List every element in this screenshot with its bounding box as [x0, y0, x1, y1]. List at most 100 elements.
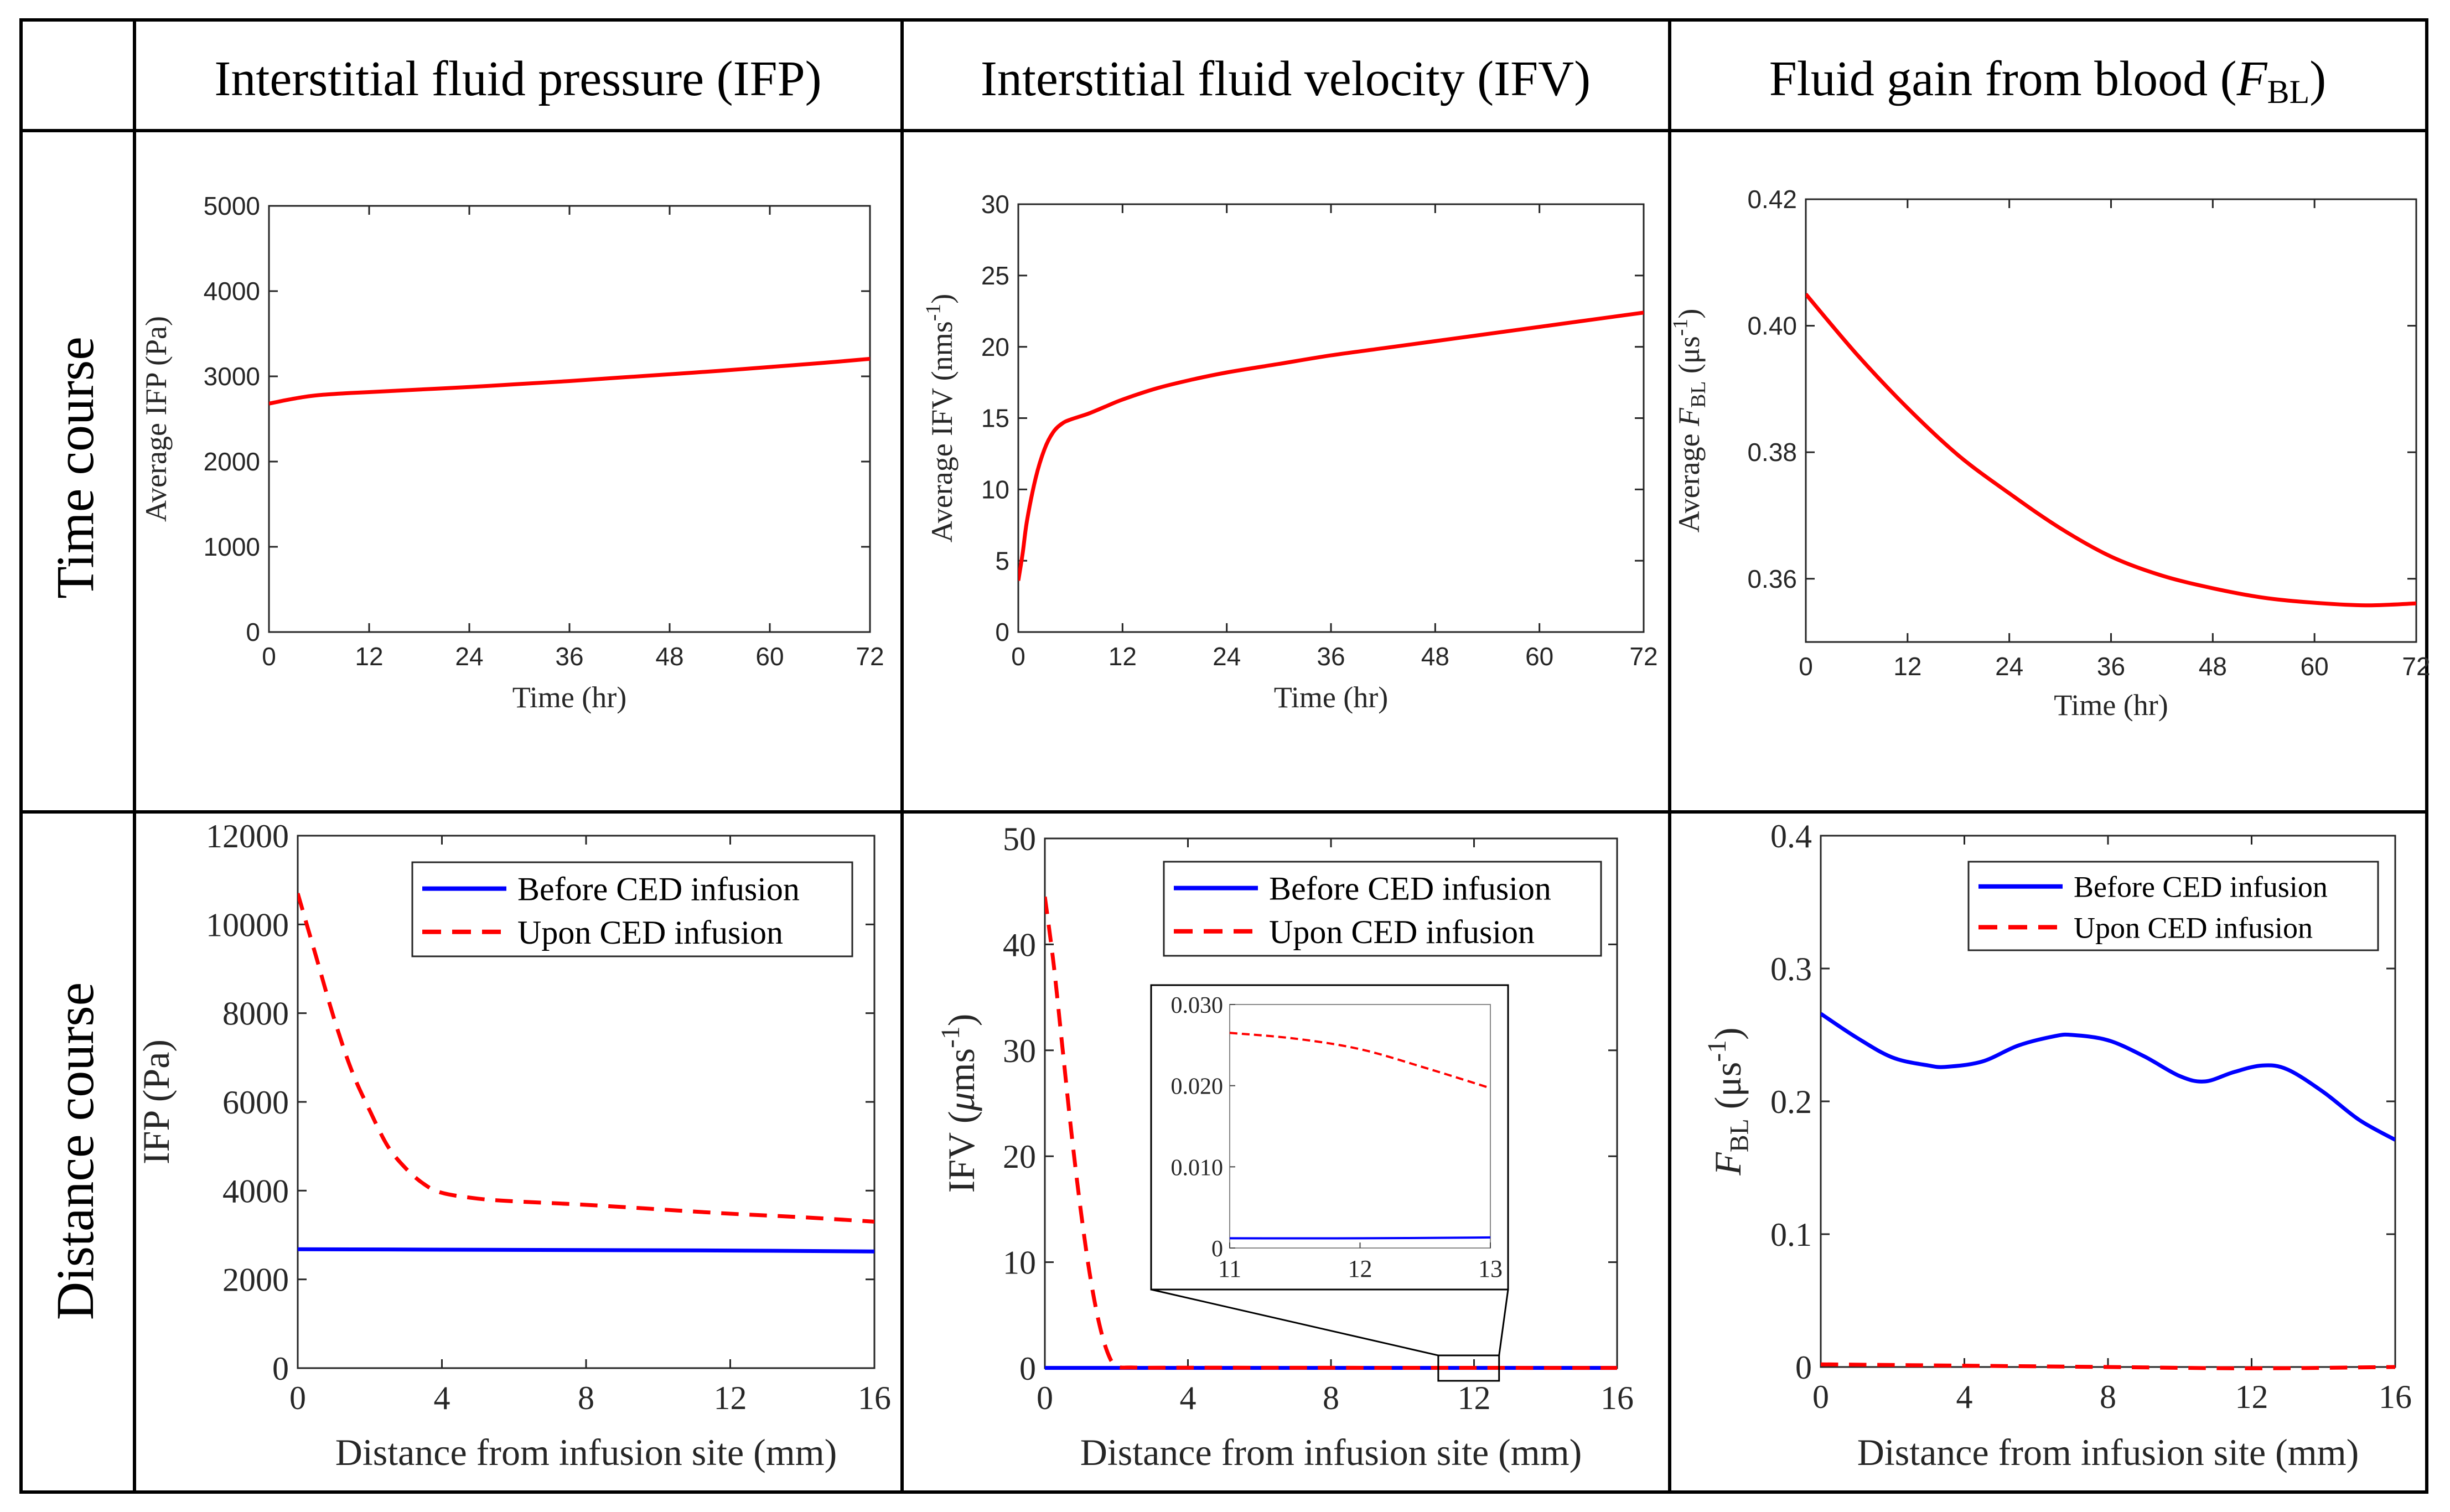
- ifp-distance-ytick-label: 12000: [206, 818, 289, 855]
- ifp-distance-xtick-label: 4: [434, 1380, 450, 1416]
- fbl-distance-ylabel-italic: F: [1707, 1152, 1749, 1176]
- ifv-distance-ytick-label: 40: [1003, 926, 1036, 963]
- fbl-time-ytick-label: 0.38: [1747, 438, 1797, 467]
- ifv-distance-ylabel: IFV (μms-1): [936, 1014, 982, 1193]
- ifv-time-xtick-label: 12: [1109, 642, 1137, 671]
- fbl-distance-series-upon: [1821, 1362, 2395, 1370]
- ifv-inset-xtick-label: 12: [1348, 1255, 1372, 1282]
- chart-fbl-time: 0 12 24 36 48 60 72 0.36 0.38 0.40 0.42 Time (hr) Av…: [1669, 185, 2430, 722]
- ifv-time-ylabel-post: ): [925, 294, 959, 304]
- ifv-distance-xtick-label: 0: [1037, 1380, 1053, 1416]
- ifp-time-ytick-label: 3000: [204, 362, 260, 391]
- table-border: [19, 18, 2428, 1494]
- ifv-inset-series-upon: [1229, 1032, 1491, 1090]
- fbl-distance-xtick-label: 4: [1956, 1379, 1973, 1415]
- fbl-distance-xtick-label: 12: [2235, 1379, 2268, 1415]
- ifp-distance-xlabel: Distance from infusion site (mm): [335, 1431, 837, 1473]
- fbl-distance-ylabel-sub: BL: [1726, 1119, 1754, 1152]
- header-fbl-suffix: ): [2309, 51, 2326, 106]
- fbl-time-ylabel-post: ): [1672, 309, 1706, 319]
- ifp-distance-ytick-label: 6000: [222, 1084, 289, 1121]
- fbl-time-ylabel-sup: -1: [1669, 319, 1692, 336]
- ifp-distance-xtick-label: 12: [714, 1380, 747, 1416]
- ifp-distance-series-group: [298, 893, 874, 1254]
- ifp-time-series-line: [269, 356, 870, 406]
- ifp-time-ytick-label: 4000: [204, 277, 260, 305]
- fbl-time-plot-area: [1805, 198, 2417, 643]
- fbl-time-xtick-label: 72: [2402, 652, 2430, 681]
- ifv-time-xlabel: Time (hr): [1274, 681, 1389, 714]
- header-ifp: Interstitial fluid pressure (IFP): [214, 51, 821, 106]
- ifv-time-ytick-label: 30: [981, 190, 1009, 219]
- ifp-time-xtick-label: 48: [655, 642, 683, 671]
- fbl-time-ytick-label: 0.36: [1747, 565, 1797, 593]
- ifv-distance-ytick-label: 10: [1003, 1245, 1036, 1281]
- ifv-distance-xtick-label: 12: [1458, 1380, 1491, 1416]
- ifp-time-xtick-label: 36: [555, 642, 583, 671]
- fbl-time-ylabel: Average FBL (μs-1): [1669, 309, 1710, 533]
- ifp-time-ytick-label: 1000: [204, 532, 260, 561]
- fbl-time-series-line: [1806, 293, 2416, 608]
- header-ifv: Interstitial fluid velocity (IFV): [981, 51, 1591, 106]
- ifp-distance-ytick-label: 2000: [222, 1262, 289, 1298]
- fbl-distance-ytick-label: 0: [1795, 1349, 1812, 1386]
- ifv-time-xtick-label: 72: [1629, 642, 1657, 671]
- fbl-distance-ytick-label: 0.3: [1770, 951, 1812, 987]
- ifp-distance-legend-label: Upon CED infusion: [517, 914, 783, 951]
- ifp-distance-xtick-label: 8: [578, 1380, 594, 1416]
- fbl-time-ytick-label: 0.42: [1747, 185, 1797, 214]
- ifp-time-ytick-label: 5000: [204, 191, 260, 220]
- ifp-distance-ytick-label: 10000: [206, 907, 289, 943]
- row-header-distance: Distance course: [45, 982, 105, 1320]
- ifv-time-series-line: [1018, 310, 1644, 581]
- fbl-distance-ylabel-sup: -1: [1703, 1040, 1732, 1062]
- ifp-time-plot-area: [268, 205, 871, 633]
- ifv-distance-ylabel-post: ): [940, 1014, 982, 1027]
- ifv-distance-ylabel-italic: μ: [940, 1092, 982, 1111]
- ifv-zoom-box: [1437, 1354, 1500, 1382]
- ifp-time-xtick-label: 24: [455, 642, 483, 671]
- fbl-distance-xtick-label: 0: [1812, 1379, 1829, 1415]
- ifv-time-ytick-label: 5: [995, 546, 1009, 575]
- ifv-distance-xlabel: Distance from infusion site (mm): [1080, 1431, 1582, 1473]
- header-fbl-prefix: Fluid gain from blood (: [1769, 51, 2237, 106]
- ifp-distance-ytick-label: 0: [272, 1350, 289, 1387]
- fbl-distance-legend-label: Upon CED infusion: [2074, 911, 2313, 944]
- fbl-distance-ylabel: FBL (μs-1): [1703, 1027, 1754, 1176]
- ifv-inset-series-before: [1229, 1236, 1491, 1240]
- ifv-distance-xtick-label: 16: [1600, 1380, 1634, 1416]
- header-fbl-sub: BL: [2267, 74, 2310, 110]
- header-fbl: Fluid gain from blood (FBL): [1769, 51, 2327, 110]
- ifp-distance-series-upon: [298, 893, 874, 1224]
- ifv-inset-xtick-label: 11: [1218, 1255, 1241, 1282]
- ifp-time-xtick-label: 12: [355, 642, 383, 671]
- ifv-time-plot-area: [1017, 203, 1645, 633]
- ifp-distance-series-before: [298, 1247, 874, 1254]
- fbl-distance-xtick-label: 16: [2379, 1379, 2412, 1415]
- ifp-time-xtick-label: 0: [262, 642, 276, 671]
- fbl-time-xtick-label: 48: [2199, 652, 2227, 681]
- ifv-distance-ytick-label: 30: [1003, 1033, 1036, 1069]
- ifv-distance-legend-box: [1163, 861, 1602, 957]
- ifp-time-xtick-label: 60: [755, 642, 784, 671]
- ifp-time-xlabel: Time (hr): [512, 681, 627, 714]
- fbl-time-series-group: [1806, 293, 2416, 608]
- fbl-distance-xlabel: Distance from infusion site (mm): [1857, 1431, 2359, 1473]
- fbl-time-ytick-label: 0.40: [1747, 312, 1797, 340]
- fbl-time-ylabel-italic: F: [1672, 407, 1706, 427]
- ifp-distance-xtick-label: 0: [289, 1380, 306, 1416]
- ifv-inset-plot-area: [1229, 1004, 1491, 1249]
- ifv-distance-legend-label: Before CED infusion: [1269, 871, 1551, 907]
- table-grid: [19, 18, 2428, 1494]
- fbl-distance-legend-label: Before CED infusion: [2074, 871, 2328, 904]
- fbl-distance-legend-box: [1967, 861, 2379, 951]
- ifv-distance-xtick-label: 4: [1180, 1380, 1196, 1416]
- ifv-distance-ylabel-sup: -1: [936, 1026, 965, 1048]
- ifv-time-ytick-label: 20: [981, 333, 1009, 361]
- ifp-distance-ylabel: IFP (Pa): [135, 1039, 177, 1164]
- ifv-time-ylabel: Average IFV (nms-1): [921, 294, 959, 542]
- fbl-time-xtick-label: 60: [2301, 652, 2329, 681]
- header-fbl-symbol: F: [2236, 51, 2268, 106]
